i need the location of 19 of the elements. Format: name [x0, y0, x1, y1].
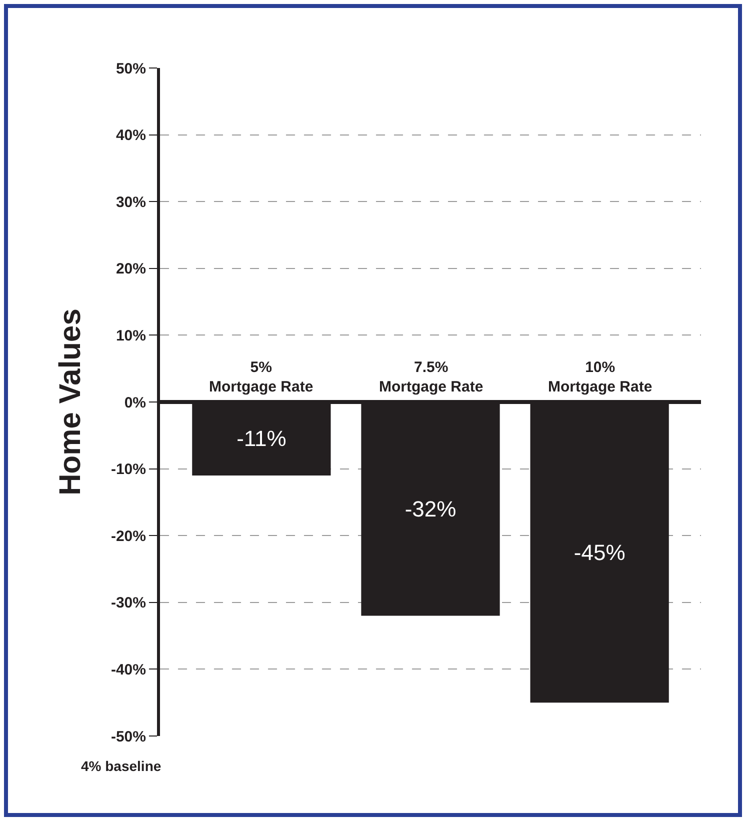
y-tick-label: -20%	[110, 528, 146, 545]
data-label: -45%	[574, 540, 626, 565]
y-tick-label: 10%	[116, 327, 146, 344]
data-label: -11%	[236, 426, 286, 452]
y-axis-title: Home Values	[54, 308, 87, 496]
y-tick-label: 50%	[116, 60, 146, 78]
y-tick-label: 20%	[116, 260, 146, 278]
y-tick-label: 40%	[116, 127, 146, 144]
x-tick-label: 5% Mortgage Rate	[209, 359, 314, 396]
y-tick-label: -10%	[110, 461, 146, 478]
y-tick-label: -50%	[110, 728, 146, 746]
y-tick-label: -30%	[110, 594, 146, 612]
data-label: -32%	[404, 496, 456, 522]
y-tick-label: -40%	[110, 661, 146, 678]
y-tick-label: 30%	[116, 194, 146, 211]
x-tick-label: 7.5% Mortgage Rate	[379, 359, 484, 396]
text: 4% baseline	[81, 758, 162, 774]
y-tick-label: 0%	[124, 394, 146, 412]
x-tick-label: 10% Mortgage Rate	[548, 359, 652, 396]
